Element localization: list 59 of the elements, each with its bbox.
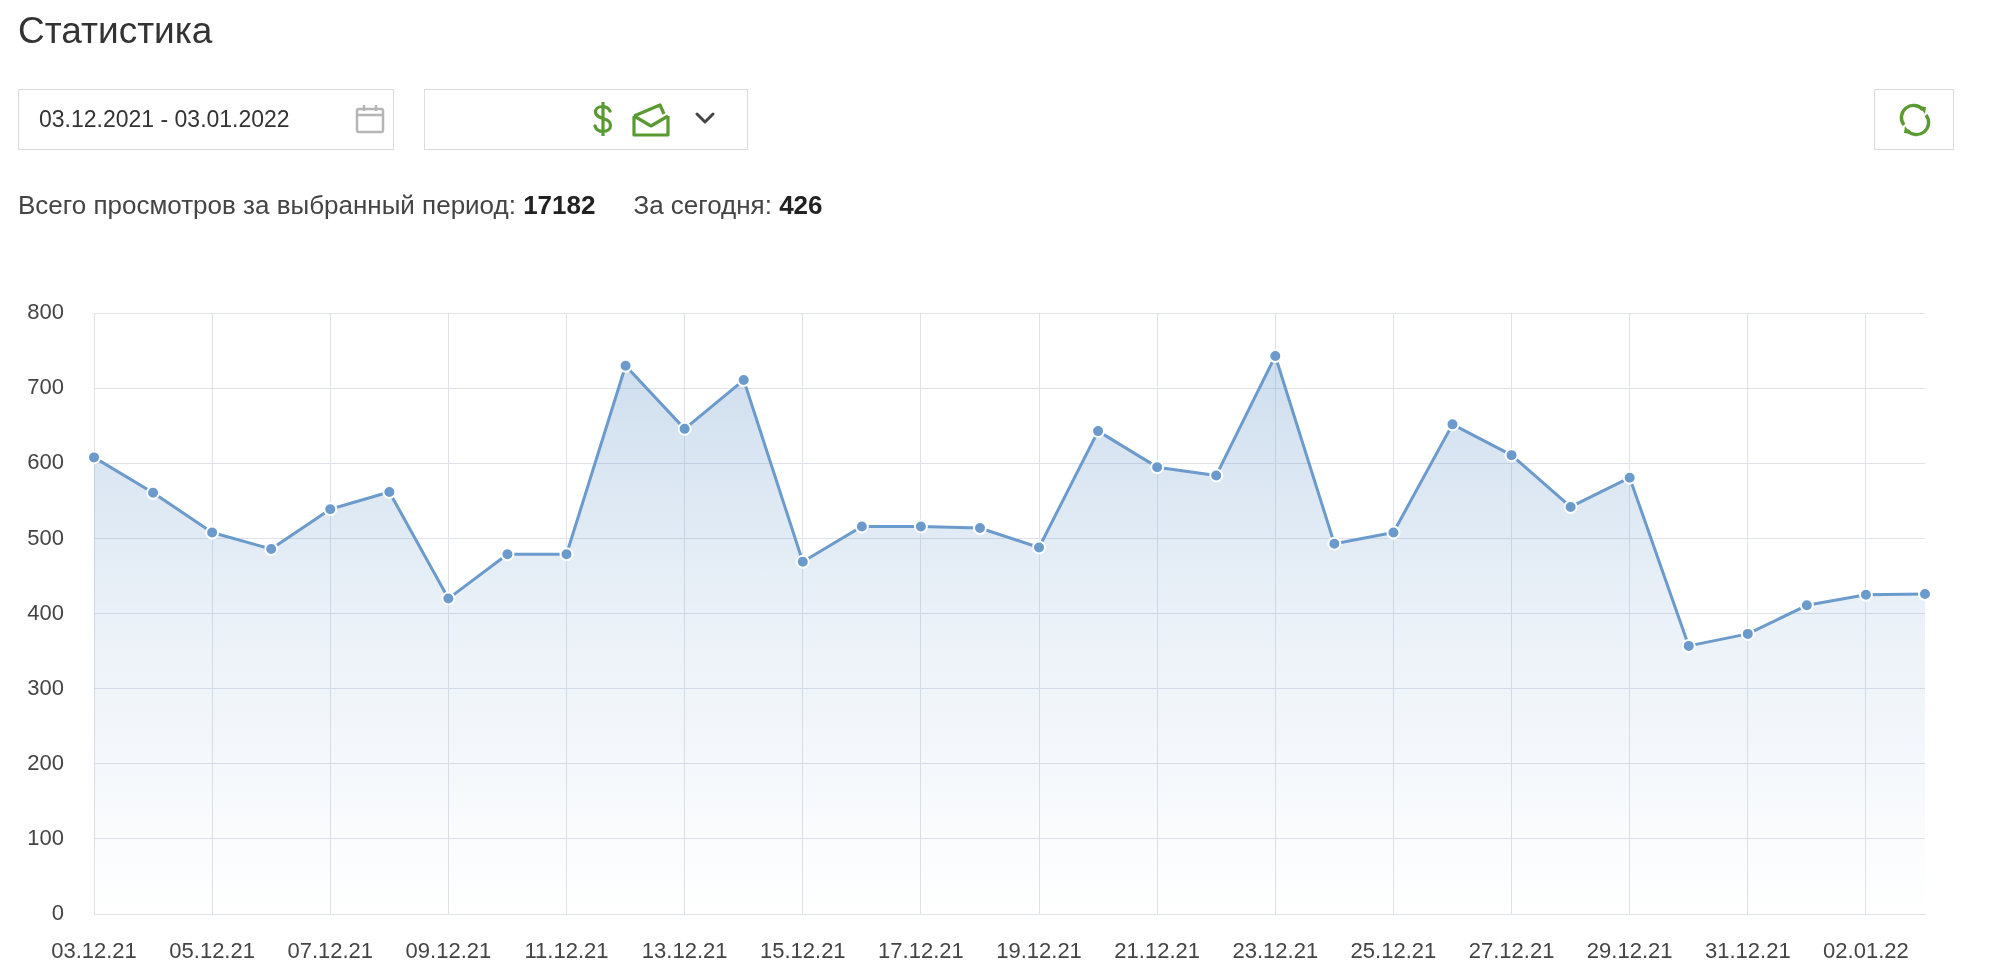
- x-tick-label: 31.12.21: [1704, 938, 1791, 964]
- point: [1563, 499, 1578, 514]
- y-tick-label: 300: [27, 674, 64, 700]
- y-tick-label: 400: [27, 599, 64, 625]
- point: [1858, 587, 1873, 602]
- point: [441, 591, 456, 606]
- point: [913, 519, 928, 534]
- point: [854, 519, 869, 534]
- point: [1799, 598, 1814, 613]
- point: [736, 373, 751, 388]
- point: [1209, 468, 1224, 483]
- x-tick-label: 03.12.21: [51, 938, 137, 964]
- x-tick-label: 09.12.21: [405, 938, 492, 964]
- y-tick-label: 800: [27, 299, 64, 325]
- x-tick-label: 11.12.21: [524, 938, 609, 964]
- x-tick-label: 29.12.21: [1586, 938, 1673, 964]
- point: [795, 554, 810, 569]
- point: [1268, 349, 1283, 364]
- point: [146, 485, 161, 500]
- x-tick-label: 15.12.21: [759, 938, 846, 964]
- point: [1327, 536, 1342, 551]
- point: [1681, 638, 1696, 653]
- point: [559, 547, 574, 562]
- text: Всего просмотров за выбранный период: 17182: [18, 190, 596, 220]
- x-tick-label: 19.12.21: [996, 938, 1082, 964]
- y-tick-label: 0: [51, 900, 64, 926]
- text: 03.12.2021 - 03.01.2022: [39, 106, 290, 133]
- y-tick-label: 500: [27, 524, 64, 550]
- point: [1091, 424, 1106, 439]
- x-tick-label: 25.12.21: [1350, 938, 1437, 964]
- x-tick-label: 23.12.21: [1232, 938, 1319, 964]
- x-tick-label: 21.12.21: [1114, 938, 1200, 964]
- y-tick-label: 200: [27, 749, 64, 775]
- point: [1386, 525, 1401, 540]
- point: [323, 502, 338, 517]
- x-tick-label: 27.12.21: [1468, 938, 1555, 964]
- text: За сегодня: 426: [633, 190, 823, 220]
- point: [677, 421, 692, 436]
- point: [205, 525, 220, 540]
- x-tick-label: 17.12.21: [878, 938, 964, 964]
- y-tick-label: 100: [27, 824, 64, 850]
- point: [1740, 626, 1755, 641]
- point: [1918, 587, 1932, 602]
- chart-title: Статистика: [18, 9, 213, 53]
- point: [1150, 460, 1165, 475]
- point: [1445, 417, 1460, 432]
- point: [618, 358, 633, 373]
- point: [1622, 470, 1637, 485]
- point: [264, 542, 279, 557]
- point: [1504, 448, 1519, 463]
- x-tick-label: 02.01.22: [1823, 938, 1909, 964]
- point: [87, 450, 101, 465]
- y-tick-label: 600: [27, 449, 64, 475]
- point: [1032, 540, 1047, 555]
- x-tick-label: 05.12.21: [169, 938, 255, 964]
- point: [500, 547, 515, 562]
- x-tick-label: 13.12.21: [641, 938, 728, 964]
- y-tick-label: 700: [27, 374, 64, 400]
- x-tick-label: 07.12.21: [287, 938, 374, 964]
